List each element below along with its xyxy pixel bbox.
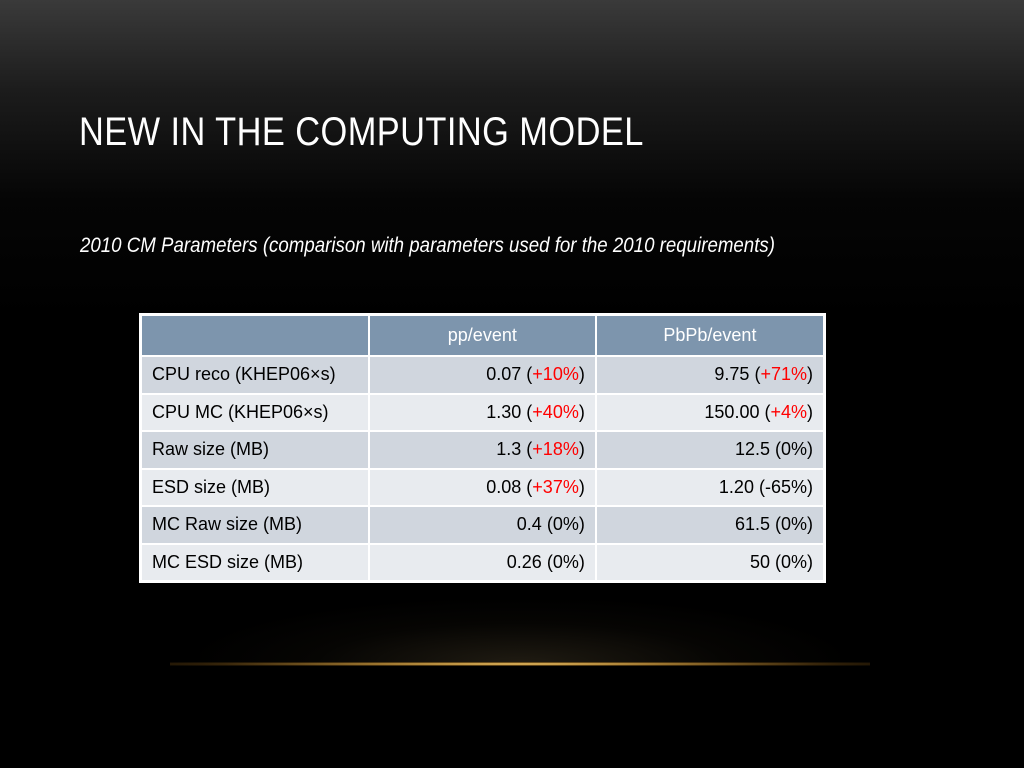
row-label: MC Raw size (MB): [140, 505, 370, 545]
open-paren: (: [769, 439, 781, 460]
close-paren: ): [807, 401, 813, 422]
cell-value: 0.08: [486, 476, 522, 497]
open-paren: (: [769, 514, 781, 535]
close-paren: ): [807, 514, 813, 535]
cell-value: 150.00: [704, 401, 760, 422]
accent-line: [170, 662, 870, 666]
table-row: MC ESD size (MB) 0.26 (0%) 50 (0%): [140, 542, 826, 582]
cell-value: 1.30: [486, 401, 522, 422]
row-label: CPU MC (KHEP06×s): [140, 392, 370, 432]
cell-pp-event: 1.3 (+18%): [367, 430, 597, 470]
row-label: MC ESD size (MB): [140, 542, 370, 582]
slide-title: NEW IN THE COMPUTING MODEL: [79, 110, 644, 154]
close-paren: ): [807, 476, 813, 497]
cell-change: 0%: [552, 551, 579, 572]
cell-value: 0.4: [516, 514, 542, 535]
close-paren: ): [807, 551, 813, 572]
open-paren: (: [541, 514, 553, 535]
cell-value: 61.5: [734, 514, 770, 535]
cell-change: 0%: [780, 514, 807, 535]
close-paren: ): [578, 551, 585, 572]
header-cell-blank: [140, 314, 370, 357]
table-row: ESD size (MB) 0.08 (+37%) 1.20 (-65%): [140, 467, 826, 507]
row-label: Raw size (MB): [140, 430, 370, 470]
close-paren: ): [578, 364, 585, 385]
open-paren: (: [759, 401, 771, 422]
cell-pp-event: 1.30 (+40%): [367, 392, 597, 432]
cell-value: 12.5: [734, 439, 770, 460]
cell-pbpb-event: 12.5 (0%): [594, 430, 826, 470]
cell-change: 0%: [780, 551, 807, 572]
close-paren: ): [807, 364, 813, 385]
cell-pp-event: 0.26 (0%): [367, 542, 597, 582]
cell-pbpb-event: 150.00 (+4%): [594, 392, 826, 432]
header-cell-pp-event: pp/event: [367, 314, 597, 357]
open-paren: (: [769, 551, 781, 572]
close-paren: ): [807, 439, 813, 460]
cell-value: 0.26: [506, 551, 542, 572]
cell-pp-event: 0.4 (0%): [367, 505, 597, 545]
close-paren: ): [578, 514, 585, 535]
table-row: MC Raw size (MB) 0.4 (0%) 61.5 (0%): [140, 505, 826, 545]
table-row: Raw size (MB) 1.3 (+18%) 12.5 (0%): [140, 430, 826, 470]
cell-change: +71%: [760, 364, 807, 385]
open-paren: (: [521, 476, 533, 497]
cell-change: -65%: [764, 476, 807, 497]
cell-value: 1.20: [718, 476, 754, 497]
open-paren: (: [521, 364, 533, 385]
cell-change: +18%: [532, 439, 579, 460]
cell-value: 0.07: [486, 364, 522, 385]
slide-subtitle: 2010 CM Parameters (comparison with para…: [80, 234, 775, 257]
cell-value: 1.3: [496, 439, 522, 460]
cell-pp-event: 0.08 (+37%): [367, 467, 597, 507]
cell-pp-event: 0.07 (+10%): [367, 355, 597, 395]
cell-change: +37%: [532, 476, 579, 497]
close-paren: ): [578, 476, 585, 497]
cell-pbpb-event: 9.75 (+71%): [594, 355, 826, 395]
open-paren: (: [521, 401, 533, 422]
table-row: CPU reco (KHEP06×s) 0.07 (+10%) 9.75 (+71%…: [140, 355, 826, 395]
cell-change: +10%: [532, 364, 579, 385]
cell-pbpb-event: 61.5 (0%): [594, 505, 826, 545]
cell-change: +4%: [770, 401, 807, 422]
open-paren: (: [521, 439, 533, 460]
cell-change: +40%: [532, 401, 579, 422]
cell-pbpb-event: 50 (0%): [594, 542, 826, 582]
table-body: CPU reco (KHEP06×s) 0.07 (+10%) 9.75 (+71%…: [140, 355, 826, 582]
open-paren: (: [541, 551, 553, 572]
cell-change: 0%: [552, 514, 579, 535]
header-cell-pbpb-event: PbPb/event: [594, 314, 826, 357]
close-paren: ): [578, 401, 585, 422]
cell-value: 9.75: [714, 364, 750, 385]
header-row: pp/event PbPb/event: [140, 314, 826, 357]
cell-value: 50: [749, 551, 770, 572]
open-paren: (: [749, 364, 761, 385]
open-paren: (: [753, 476, 765, 497]
glow-halo: [200, 600, 840, 664]
close-paren: ): [578, 439, 585, 460]
row-label: ESD size (MB): [140, 467, 370, 507]
cell-pbpb-event: 1.20 (-65%): [594, 467, 826, 507]
parameters-table: pp/event PbPb/event CPU reco (KHEP06×s) 0…: [140, 314, 826, 582]
table-row: CPU MC (KHEP06×s) 1.30 (+40%) 150.00 (+4%): [140, 392, 826, 432]
row-label: CPU reco (KHEP06×s): [140, 355, 370, 395]
table-header: pp/event PbPb/event: [140, 314, 826, 357]
cell-change: 0%: [780, 439, 807, 460]
